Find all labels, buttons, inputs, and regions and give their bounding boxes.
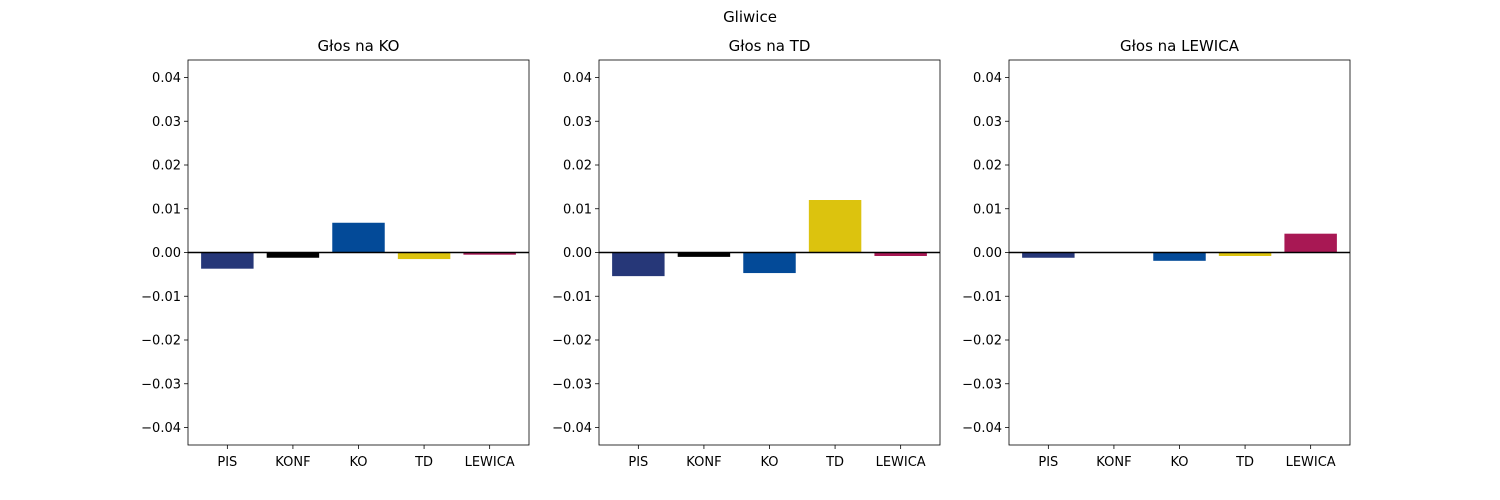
- y-tick-label: 0.03: [563, 115, 592, 130]
- x-tick-label: TD: [1235, 455, 1254, 470]
- bar-td: [808, 200, 862, 253]
- y-tick-label: −0.02: [962, 334, 1002, 349]
- y-tick-label: −0.01: [141, 290, 181, 305]
- x-tick-label: KONF: [686, 455, 721, 470]
- y-tick-label: −0.02: [141, 334, 181, 349]
- y-tick-label: 0.01: [563, 202, 592, 217]
- figure-title: Gliwice: [723, 8, 777, 26]
- x-tick-label: KO: [760, 455, 778, 470]
- x-tick-label: LEWICA: [465, 455, 515, 470]
- y-tick-label: −0.02: [552, 334, 592, 349]
- panel-title: Głos na TD: [729, 37, 811, 55]
- x-tick-label: KO: [1170, 455, 1188, 470]
- y-tick-label: 0.02: [973, 159, 1002, 174]
- y-tick-label: 0.01: [973, 202, 1002, 217]
- bar-pis: [1022, 252, 1075, 258]
- y-tick-label: 0.01: [152, 202, 181, 217]
- chart-panel: Głos na KO 0.04 0.03 0.02 0.01 0.00 −0.01 −0.02…: [141, 37, 530, 470]
- chart-panel: Głos na LEWICA 0.04 0.03 0.02 0.01 0.00 −0.01 −…: [962, 37, 1351, 470]
- y-tick-label: 0.00: [152, 246, 181, 261]
- y-tick-label: 0.04: [973, 71, 1002, 86]
- y-tick-label: −0.03: [962, 377, 1002, 392]
- y-tick-label: 0.02: [152, 159, 181, 174]
- y-tick-label: −0.01: [552, 290, 592, 305]
- y-tick-label: 0.02: [563, 159, 592, 174]
- chart-panels: Głos na KO 0.04 0.03 0.02 0.01 0.00 −0.01 −0.02…: [141, 37, 1351, 470]
- y-tick-label: −0.03: [141, 377, 181, 392]
- bar-lewica: [1284, 233, 1337, 253]
- y-tick-label: −0.04: [962, 421, 1002, 436]
- bar-konf: [677, 252, 731, 257]
- axes-frame: [1008, 59, 1351, 446]
- y-tick-label: −0.01: [962, 290, 1002, 305]
- x-tick-label: KO: [349, 455, 367, 470]
- y-tick-label: −0.03: [552, 377, 592, 392]
- bar-pis: [612, 252, 665, 277]
- y-tick-label: 0.04: [152, 71, 181, 86]
- panel-title: Głos na LEWICA: [1120, 37, 1240, 55]
- y-tick-label: 0.04: [563, 71, 592, 86]
- y-tick-label: −0.04: [552, 421, 592, 436]
- x-tick-label: KONF: [275, 455, 310, 470]
- x-tick-label: PIS: [217, 455, 237, 470]
- bar-lewica: [874, 252, 927, 256]
- bar-konf: [266, 252, 320, 258]
- bar-lewica: [463, 252, 516, 255]
- y-tick-label: 0.00: [973, 246, 1002, 261]
- x-tick-label: TD: [414, 455, 433, 470]
- x-tick-label: LEWICA: [1286, 455, 1336, 470]
- x-tick-label: KONF: [1096, 455, 1131, 470]
- x-tick-label: TD: [825, 455, 844, 470]
- y-tick-label: 0.00: [563, 246, 592, 261]
- y-tick-label: −0.04: [141, 421, 181, 436]
- bar-pis: [201, 252, 254, 269]
- x-tick-label: PIS: [628, 455, 648, 470]
- chart-panel: Głos na TD 0.04 0.03 0.02 0.01 0.00 −0.01 −0.02…: [552, 37, 941, 470]
- x-tick-label: PIS: [1038, 455, 1058, 470]
- x-tick-label: LEWICA: [876, 455, 926, 470]
- y-tick-label: 0.03: [973, 115, 1002, 130]
- axes-frame: [187, 59, 530, 446]
- bar-ko: [1153, 252, 1206, 261]
- bar-td: [1218, 252, 1272, 256]
- bar-ko: [332, 222, 385, 253]
- bar-ko: [743, 252, 796, 274]
- panel-title: Głos na KO: [318, 37, 400, 55]
- y-tick-label: 0.03: [152, 115, 181, 130]
- bar-td: [397, 252, 451, 260]
- axes-frame: [598, 59, 941, 446]
